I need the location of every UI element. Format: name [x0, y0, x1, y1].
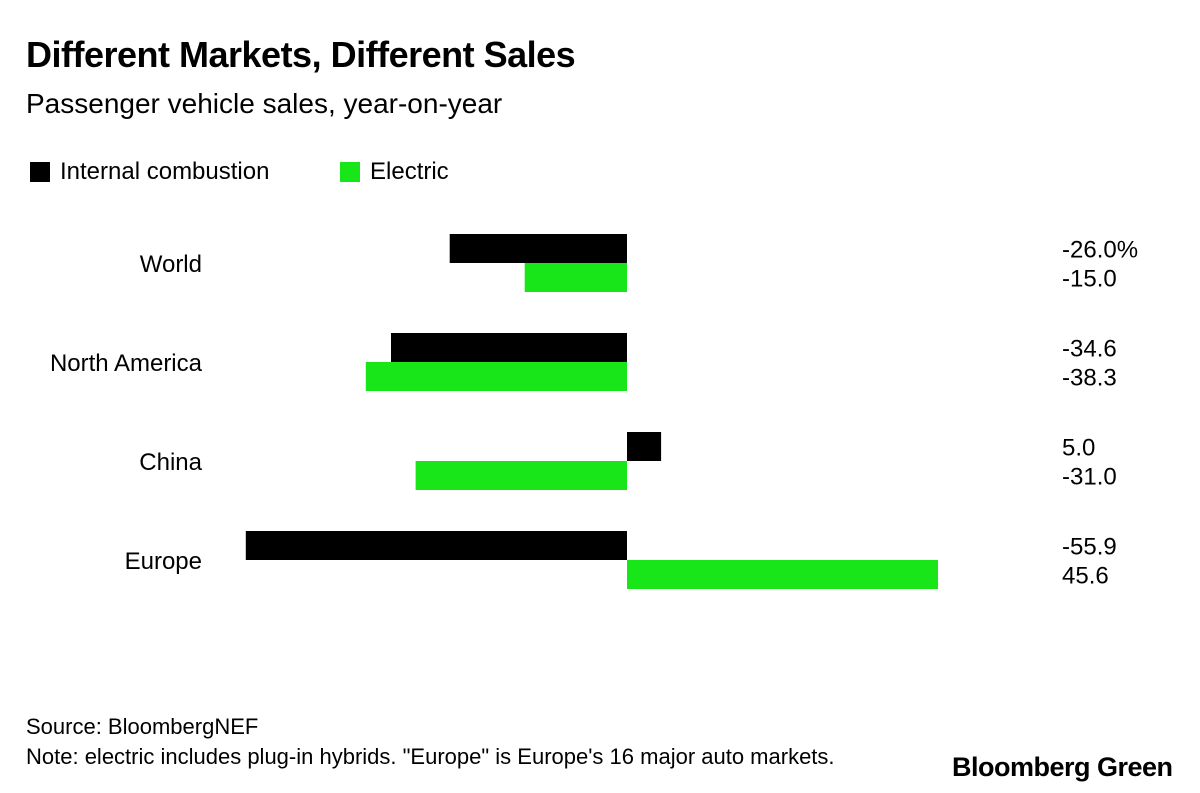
category-label-europe: Europe — [125, 548, 202, 575]
legend-label-internal-combustion: Internal combustion — [60, 158, 270, 185]
value-label-electric-europe: 45.6 — [1062, 563, 1109, 590]
value-label-electric-china: -31.0 — [1062, 464, 1117, 491]
category-label-world: World — [140, 251, 202, 278]
bar-electric-china — [415, 461, 627, 490]
legend-label-electric: Electric — [370, 158, 449, 185]
note-text: Note: electric includes plug-in hybrids.… — [26, 744, 835, 769]
bar-electric-world — [524, 263, 627, 292]
chart-subtitle: Passenger vehicle sales, year-on-year — [26, 88, 503, 119]
value-label-internal-combustion-world: -26.0% — [1062, 237, 1138, 264]
value-label-internal-combustion-europe: -55.9 — [1062, 534, 1117, 561]
bloomberg-green-logo: Bloomberg Green — [952, 752, 1173, 782]
bar-electric-north-america — [365, 362, 627, 391]
value-label-electric-world: -15.0 — [1062, 266, 1117, 293]
category-label-north-america: North America — [50, 350, 203, 377]
bar-internal-combustion-china — [627, 432, 662, 461]
bar-internal-combustion-north-america — [391, 333, 627, 362]
category-label-china: China — [139, 449, 202, 476]
value-label-internal-combustion-china: 5.0 — [1062, 435, 1095, 462]
legend-swatch-internal-combustion — [30, 162, 50, 182]
legend-item-internal-combustion: Internal combustion — [30, 158, 269, 186]
bar-electric-europe — [627, 560, 938, 589]
bar-chart: World -26.0%-15.0 North America -34.6-38.3 C… — [50, 234, 1138, 590]
chart-title: Different Markets, Different Sales — [26, 34, 576, 75]
source-text: Source: BloombergNEF — [26, 714, 259, 739]
bar-internal-combustion-world — [449, 234, 627, 263]
legend-item-electric: Electric — [340, 158, 449, 186]
bar-internal-combustion-europe — [245, 531, 628, 560]
legend-swatch-electric — [340, 162, 360, 182]
value-label-electric-north-america: -38.3 — [1062, 365, 1117, 392]
value-label-internal-combustion-north-america: -34.6 — [1062, 336, 1117, 363]
